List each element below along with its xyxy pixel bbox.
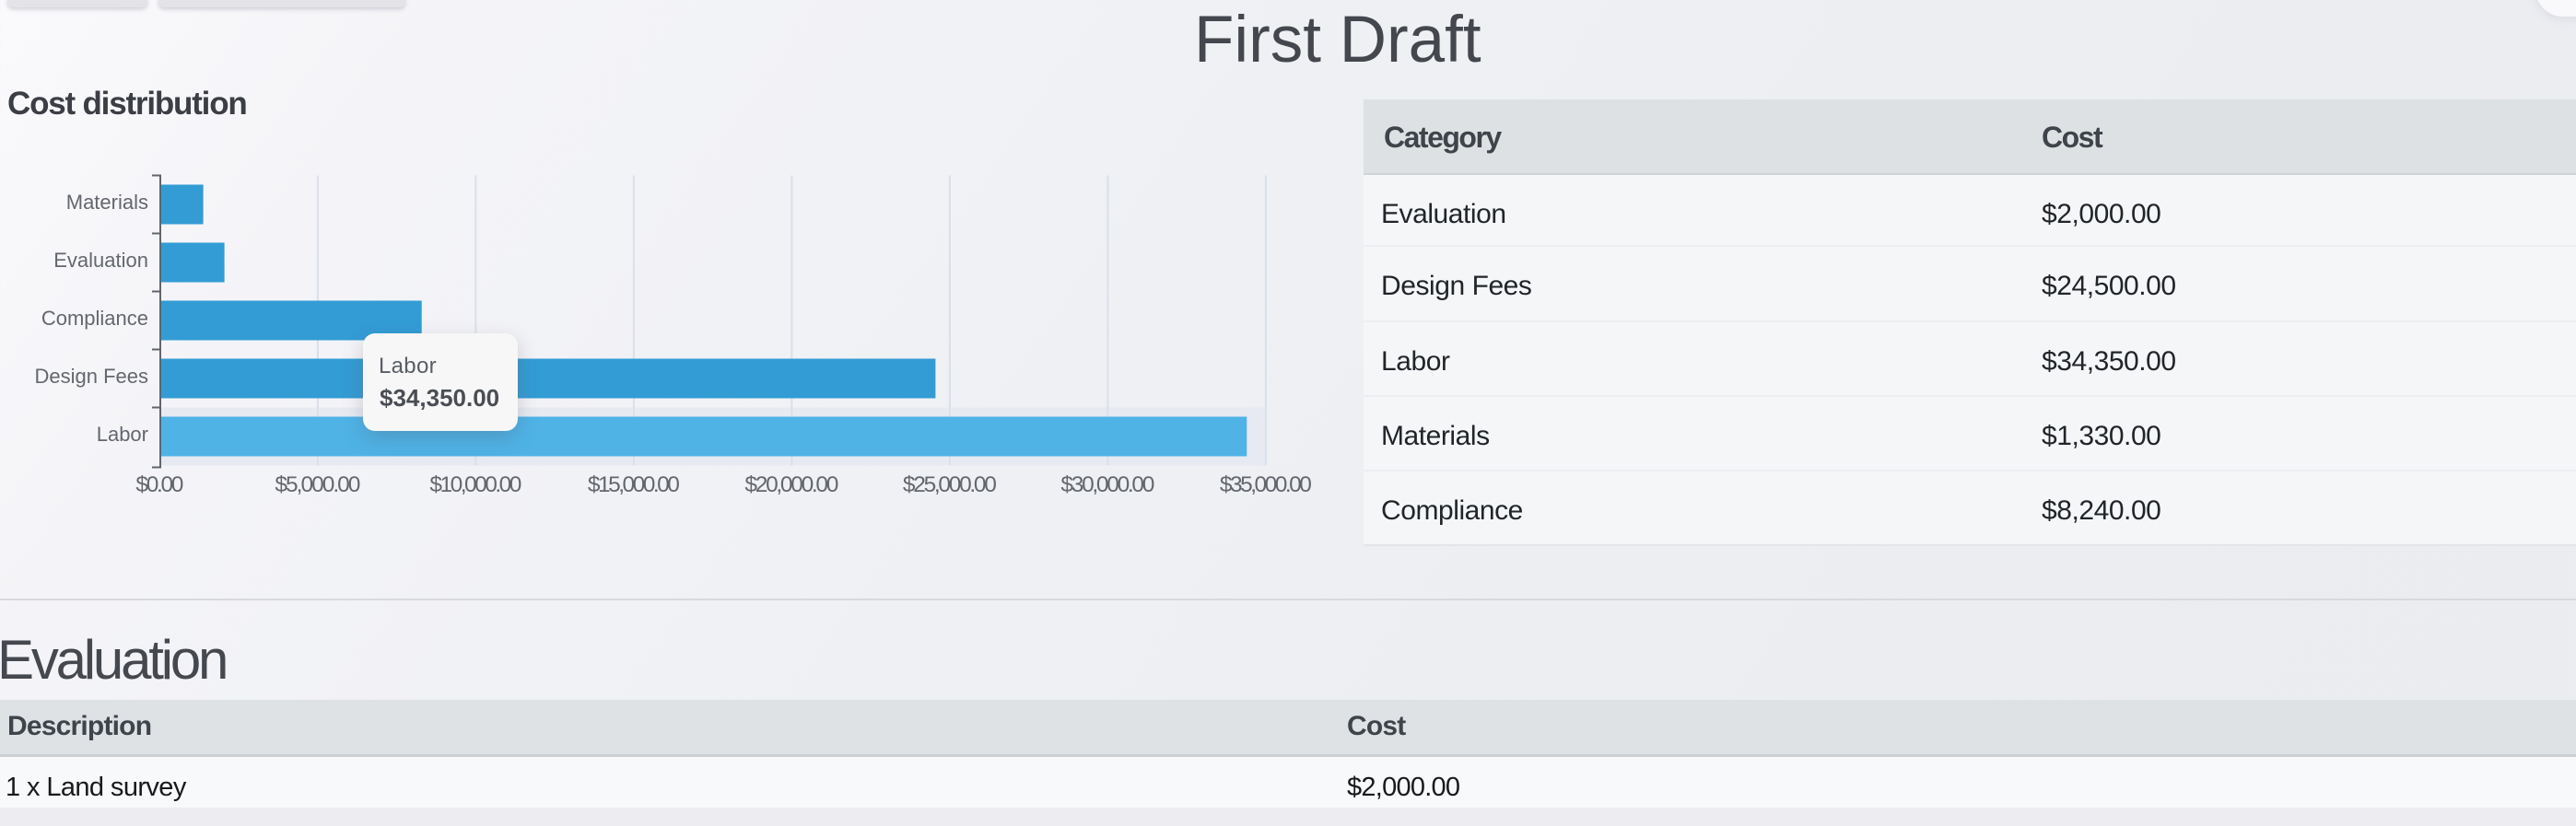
svg-text:$25,000.00: $25,000.00 — [903, 472, 997, 497]
svg-text:Evaluation: Evaluation — [53, 249, 148, 272]
svg-text:Labor: Labor — [97, 423, 148, 446]
svg-text:$0.00: $0.00 — [135, 472, 183, 497]
svg-text:Design Fees: Design Fees — [34, 365, 148, 388]
svg-text:$20,000.00: $20,000.00 — [744, 472, 838, 497]
svg-text:$15,000.00: $15,000.00 — [588, 472, 680, 497]
svg-text:$5,000.00: $5,000.00 — [275, 472, 360, 497]
svg-text:Compliance: Compliance — [41, 307, 148, 330]
svg-text:$30,000.00: $30,000.00 — [1060, 472, 1154, 497]
svg-text:Materials: Materials — [66, 191, 148, 214]
svg-text:$10,000.00: $10,000.00 — [429, 472, 521, 497]
svg-text:$35,000.00: $35,000.00 — [1220, 472, 1312, 497]
